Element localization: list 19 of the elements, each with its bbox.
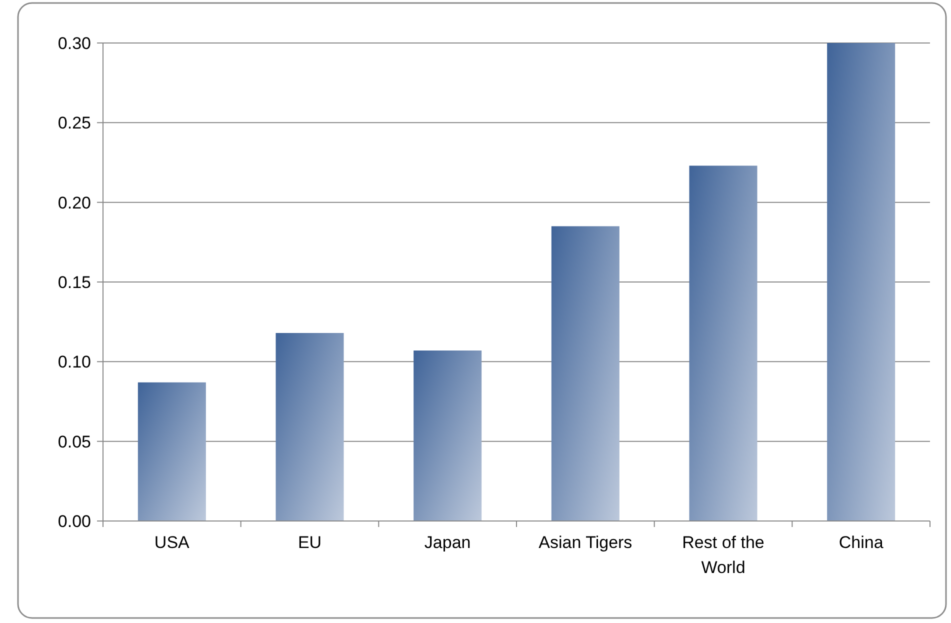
bar bbox=[414, 350, 482, 521]
x-tick-label: Asian Tigers bbox=[538, 533, 632, 552]
bar bbox=[138, 382, 206, 521]
y-tick-label: 0.30 bbox=[58, 34, 91, 53]
y-tick-label: 0.20 bbox=[58, 193, 91, 212]
y-tick-label: 0.15 bbox=[58, 272, 91, 292]
x-tick-label: USA bbox=[154, 533, 190, 552]
x-tick-label: China bbox=[838, 533, 884, 552]
y-tick-label: 0.25 bbox=[58, 114, 91, 133]
x-tick-label: Japan bbox=[424, 533, 471, 552]
bar bbox=[551, 226, 620, 521]
bar bbox=[827, 43, 896, 521]
bar bbox=[689, 166, 758, 521]
y-tick-label: 0.05 bbox=[58, 432, 91, 452]
y-tick-label: 0.10 bbox=[58, 352, 91, 372]
y-tick-label: 0.00 bbox=[58, 512, 91, 531]
x-tick-label: Rest of the World bbox=[682, 533, 764, 577]
bar bbox=[276, 332, 344, 521]
x-tick-label: EU bbox=[298, 533, 322, 552]
